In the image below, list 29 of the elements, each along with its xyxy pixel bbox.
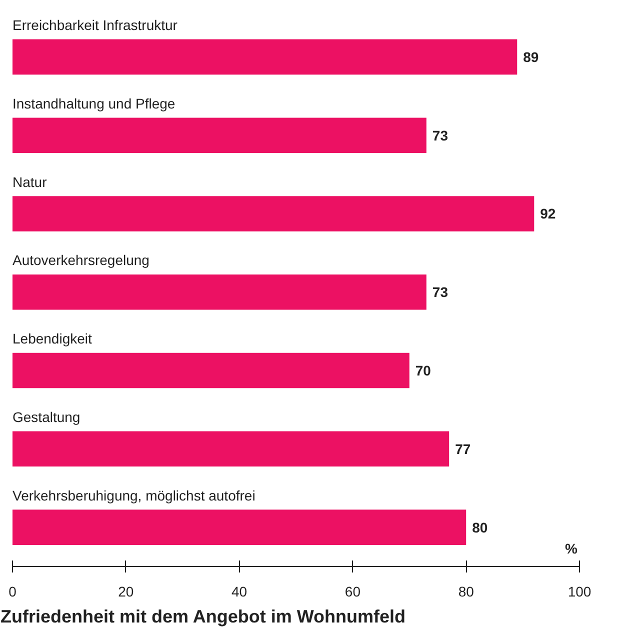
bar xyxy=(12,431,450,467)
data-label: 70 xyxy=(415,362,432,379)
bar xyxy=(12,196,534,232)
y-tick-label: Autoverkehrsregelung xyxy=(12,252,150,268)
y-tick-label: Lebendigkeit xyxy=(12,330,92,347)
bar xyxy=(12,118,426,153)
x-axis-title: % xyxy=(565,540,578,556)
x-tick-label: 40 xyxy=(232,584,248,600)
bar xyxy=(12,352,410,388)
bar xyxy=(12,274,426,310)
bar xyxy=(12,39,518,75)
x-tick-label: 0 xyxy=(8,584,17,600)
x-tick-label: 100 xyxy=(568,584,592,600)
data-label: 77 xyxy=(455,440,471,457)
y-tick-label: Instandhaltung und Pflege xyxy=(12,95,176,112)
data-label: 80 xyxy=(472,519,488,536)
text: Zufriedenheit mit dem Angebot im Wohnumfeld xyxy=(0,606,406,626)
y-tick-label: Erreichbarkeit Infrastruktur xyxy=(12,17,178,34)
x-tick-label: 60 xyxy=(344,584,361,600)
bar xyxy=(12,510,466,545)
data-label: 89 xyxy=(523,48,539,65)
y-tick-label: Gestaltung xyxy=(12,409,80,425)
y-tick-label: Verkehrsberuhigung, möglichst autofrei xyxy=(12,487,256,504)
data-label: 92 xyxy=(540,206,556,222)
data-label: 73 xyxy=(432,127,448,144)
y-tick-label: Natur xyxy=(12,174,48,190)
x-tick-label: 20 xyxy=(118,584,134,600)
x-tick-label: 80 xyxy=(458,584,474,600)
data-label: 73 xyxy=(432,284,448,300)
